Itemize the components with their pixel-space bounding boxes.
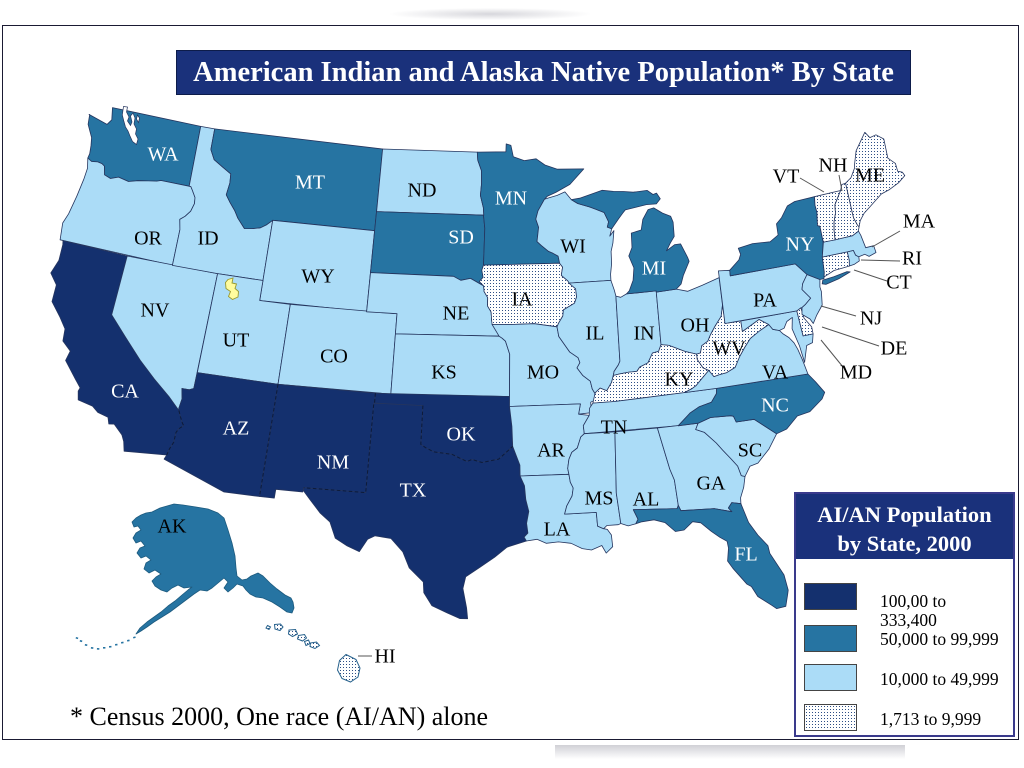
svg-text:NV: NV (141, 300, 170, 322)
svg-text:MN: MN (495, 188, 527, 210)
svg-text:FL: FL (734, 544, 757, 566)
svg-text:NJ: NJ (860, 308, 882, 330)
svg-text:VA: VA (762, 362, 789, 384)
svg-text:DE: DE (881, 338, 908, 360)
svg-text:WV: WV (712, 338, 746, 360)
svg-text:MD: MD (840, 362, 872, 384)
svg-text:UT: UT (223, 330, 250, 352)
svg-text:MI: MI (642, 258, 666, 280)
svg-text:IN: IN (633, 323, 654, 345)
svg-text:PA: PA (753, 290, 777, 312)
svg-text:OK: OK (447, 424, 476, 446)
svg-text:NC: NC (761, 395, 789, 417)
svg-text:OH: OH (681, 315, 710, 337)
svg-text:MA: MA (903, 211, 936, 233)
svg-text:TN: TN (601, 417, 628, 439)
svg-text:KY: KY (665, 369, 694, 391)
svg-text:ME: ME (855, 165, 885, 187)
svg-text:CO: CO (320, 346, 348, 368)
svg-text:NE: NE (443, 303, 470, 325)
svg-text:LA: LA (544, 519, 571, 541)
svg-text:RI: RI (902, 248, 922, 270)
svg-text:KS: KS (431, 362, 457, 384)
svg-text:GA: GA (697, 473, 726, 495)
svg-text:CT: CT (886, 272, 912, 294)
svg-text:WI: WI (560, 236, 586, 258)
svg-text:ND: ND (408, 180, 437, 202)
svg-text:NM: NM (317, 452, 349, 474)
svg-text:AL: AL (633, 489, 660, 511)
svg-text:IL: IL (586, 323, 605, 345)
svg-text:HI: HI (374, 646, 395, 668)
svg-text:AR: AR (537, 440, 565, 462)
svg-text:SD: SD (448, 227, 474, 249)
svg-text:AZ: AZ (223, 418, 250, 440)
svg-text:TX: TX (400, 480, 427, 502)
svg-text:AK: AK (158, 516, 187, 538)
svg-text:IA: IA (511, 289, 533, 311)
svg-text:WA: WA (147, 144, 179, 166)
svg-text:MO: MO (527, 362, 559, 384)
svg-text:OR: OR (134, 228, 162, 250)
svg-text:MT: MT (295, 172, 325, 194)
svg-text:SC: SC (738, 440, 762, 462)
svg-text:VT: VT (773, 166, 800, 188)
svg-text:WY: WY (301, 266, 334, 288)
svg-text:NY: NY (786, 234, 815, 256)
svg-text:ID: ID (197, 228, 218, 250)
svg-text:NH: NH (819, 155, 848, 177)
svg-text:CA: CA (111, 381, 139, 403)
svg-text:MS: MS (585, 488, 614, 510)
